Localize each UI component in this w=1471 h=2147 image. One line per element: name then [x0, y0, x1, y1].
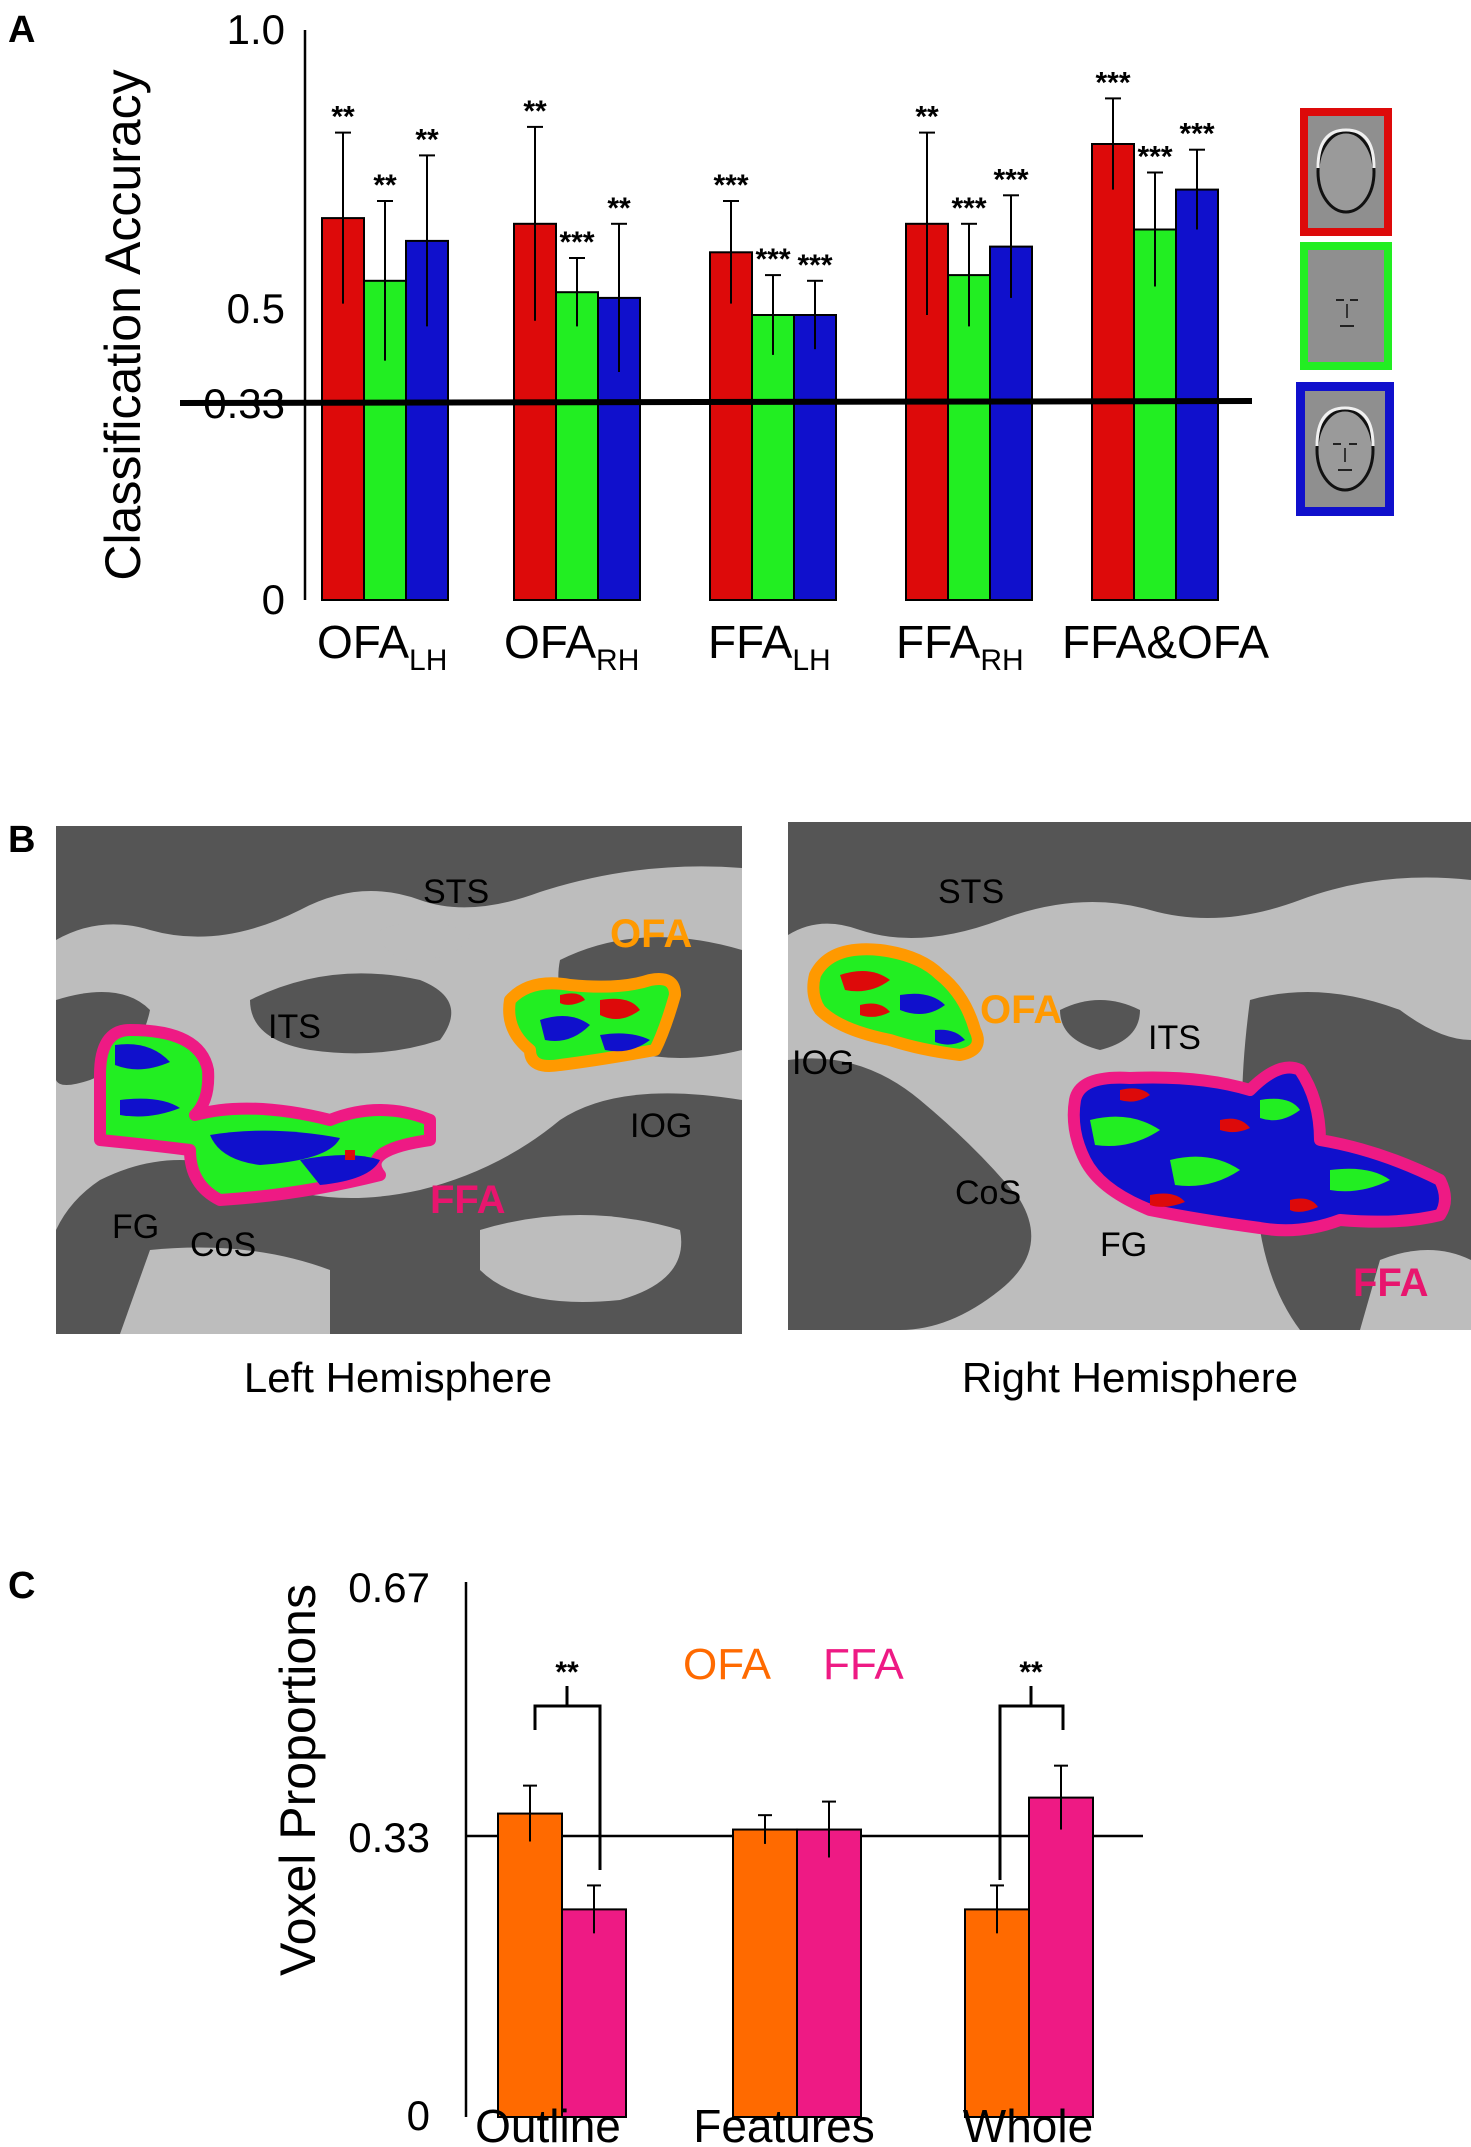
right-cos-label: CoS	[955, 1174, 1021, 1212]
panel-a-significance-stars: ***	[797, 249, 832, 282]
panel-c-bar	[732, 1828, 798, 2119]
panel-c-significance-whole: **	[998, 1656, 1065, 1880]
left-iog-label: IOG	[630, 1107, 692, 1145]
panel-a-significance-stars: **	[523, 95, 547, 128]
left-ofa-label: OFA	[610, 912, 692, 956]
panel-a-ytick-1: 1.0	[227, 6, 285, 53]
panel-a-significance-stars: ***	[1137, 141, 1172, 174]
panel-a-significance-stars: **	[373, 169, 397, 202]
panel-c-y-axis-title: Voxel Proportions	[270, 1584, 326, 1976]
right-ofa-label: OFA	[980, 988, 1062, 1032]
panel-a-significance-stars: ***	[1179, 118, 1214, 151]
right-ffa-roi	[1067, 1061, 1451, 1237]
panel-a-xlabel-ffa-rh: FFARH	[896, 616, 1024, 677]
panel-a-significance-stars: ***	[993, 163, 1028, 196]
panel-a-x-labels: OFALH OFARH FFALH FFARH FFA&OFA	[317, 616, 1269, 677]
panel-c-ytick-067: 0.67	[348, 1564, 430, 1611]
panel-a-ytick-05: 0.5	[227, 285, 285, 332]
right-ffa-label: FFA	[1353, 1261, 1429, 1305]
panel-c-ytick-033: 0.33	[348, 1814, 430, 1861]
panel-a-bar	[1175, 188, 1219, 601]
panel-a-significance-stars: ***	[559, 226, 594, 259]
panel-a-ytick-0: 0	[262, 576, 285, 623]
panel-a-significance-stars: **	[915, 101, 939, 134]
panel-a-bar	[1091, 143, 1135, 601]
panel-a-bar	[709, 251, 753, 602]
panel-c-ytick-0: 0	[407, 2092, 430, 2139]
panel-c-letter: C	[8, 1565, 35, 1607]
panel-a-bar	[751, 314, 795, 601]
panel-a-letter: A	[8, 9, 35, 51]
panel-a-significance-stars: ***	[951, 192, 986, 225]
panel-c-bars	[497, 1764, 1094, 2119]
panel-c-xlabel-whole: Whole	[963, 2100, 1093, 2147]
right-iog-label: IOG	[792, 1044, 854, 1082]
panel-a-xlabel-ffa-ofa: FFA&OFA	[1062, 616, 1269, 668]
panel-a-y-ticks: 0 0.33 0.5 1.0	[203, 6, 285, 623]
left-ffa-roi	[94, 1024, 436, 1206]
left-ofa-roi	[503, 973, 681, 1072]
right-sts-label: STS	[938, 873, 1004, 911]
panel-a-significance-stars: ***	[713, 169, 748, 202]
panel-a-chance-line	[179, 398, 1253, 406]
panel-b-letter: B	[8, 819, 35, 861]
left-its-label: ITS	[268, 1008, 321, 1046]
panel-c-legend-ffa: FFA	[823, 1640, 904, 1689]
panel-a-significance-stars: **	[331, 101, 355, 134]
face-features-icon	[1300, 242, 1392, 370]
face-outline-icon	[1300, 108, 1392, 236]
panel-c-bar	[796, 1828, 862, 2119]
panel-a-bars: ******************* ********************	[321, 66, 1219, 602]
right-ofa-roi	[807, 943, 984, 1061]
left-fg-label: FG	[112, 1208, 159, 1246]
left-sts-label: STS	[423, 873, 489, 911]
left-ffa-label: FFA	[430, 1178, 506, 1222]
panel-a-significance-stars: **	[415, 123, 439, 156]
panel-c-xlabel-outline: Outline	[475, 2100, 621, 2147]
panel-a-y-axis-title: Classification Accuracy	[95, 69, 151, 580]
panel-c-legend-ofa: OFA	[683, 1640, 772, 1689]
panel-a-significance-stars: ***	[1095, 66, 1130, 99]
left-hemisphere-caption: Left Hemisphere	[244, 1354, 552, 1401]
left-cos-label: CoS	[190, 1226, 256, 1264]
panel-a-significance-stars: ***	[755, 243, 790, 276]
panel-c-xlabel-features: Features	[693, 2100, 875, 2147]
right-its-label: ITS	[1148, 1019, 1201, 1057]
right-hemisphere-caption: Right Hemisphere	[962, 1354, 1298, 1401]
panel-c-bar	[964, 1908, 1030, 2118]
whole-face-icon	[1296, 382, 1394, 516]
panel-c-star-whole: **	[1019, 1656, 1043, 1689]
panel-a-legend	[1296, 108, 1394, 516]
panel-a-bar	[989, 245, 1033, 601]
panel-c-bar	[497, 1812, 563, 2118]
panel-c-x-labels: Outline Features Whole	[475, 2100, 1093, 2147]
panel-a-bar	[555, 291, 599, 601]
panel-c-bar	[561, 1908, 627, 2118]
panel-a-significance-stars: **	[607, 192, 631, 225]
panel-a-xlabel-ofa-rh: OFARH	[504, 616, 639, 677]
panel-c-star-outline: **	[555, 1656, 579, 1689]
panel-a-xlabel-ofa-lh: OFALH	[317, 616, 447, 677]
panel-c-significance-outline: **	[533, 1656, 602, 1730]
panel-c-bar	[1028, 1796, 1094, 2119]
panel-a-xlabel-ffa-lh: FFALH	[708, 616, 831, 677]
panel-a-bar	[793, 314, 837, 601]
right-fg-label: FG	[1100, 1226, 1147, 1264]
